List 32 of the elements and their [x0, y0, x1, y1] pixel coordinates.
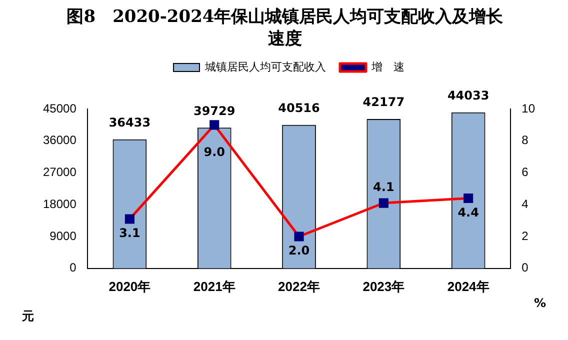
data-label: 9.0: [204, 145, 225, 160]
x-tick-label: 2022年: [278, 278, 320, 294]
data-label: 40516: [278, 101, 320, 116]
data-label: 44033: [447, 88, 490, 103]
legend-label: 城镇居民人均可支配收入: [204, 60, 326, 74]
data-label: 4.4: [458, 205, 479, 220]
legend-label: 增 速: [370, 60, 404, 74]
data-label: 2.0: [288, 244, 310, 258]
y2-tick-label: 6: [522, 165, 529, 180]
data-label: 39729: [193, 104, 236, 118]
y-tick-label: 18000: [42, 196, 77, 211]
y-tick-label: 36000: [42, 133, 77, 148]
data-label: 4.1: [373, 180, 394, 194]
x-tick-label: 2023年: [362, 278, 405, 294]
chart-title: 图8 2020-2024年保山城镇居民人均可支配收入及增长速度: [66, 6, 504, 50]
data-label: 36433: [108, 115, 151, 130]
y2-axis-title: %: [534, 296, 546, 310]
y2-tick-label: 0: [522, 260, 529, 275]
y-tick-label: 27000: [42, 165, 77, 180]
y-tick-label: 9000: [50, 228, 77, 243]
y2-tick-label: 8: [522, 133, 529, 148]
y2-tick-label: 10: [522, 101, 536, 116]
x-tick-label: 2024年: [447, 278, 490, 294]
x-tick-label: 2021年: [193, 278, 236, 294]
x-tick-label: 2020年: [108, 278, 151, 294]
data-label: 3.1: [119, 226, 140, 240]
data-label: 42177: [362, 95, 405, 110]
y2-tick-label: 4: [522, 196, 529, 211]
y-tick-label: 45000: [42, 101, 77, 116]
y-axis-title: 元: [22, 308, 34, 325]
y-tick-label: 0: [70, 260, 77, 275]
y2-tick-label: 2: [522, 228, 529, 243]
